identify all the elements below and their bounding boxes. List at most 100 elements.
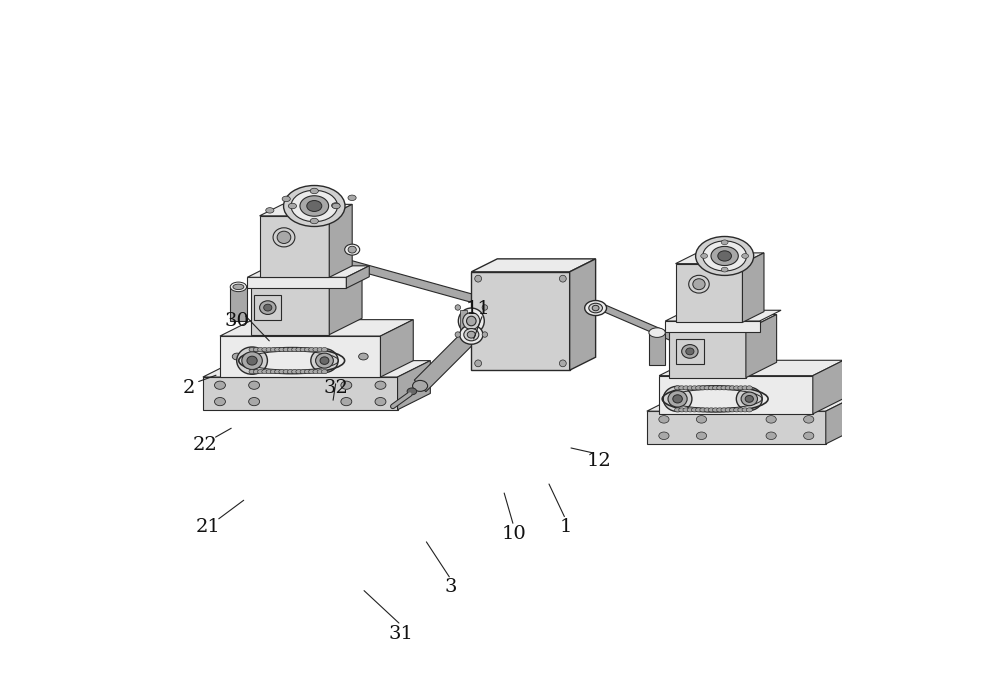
Ellipse shape <box>689 275 709 293</box>
Ellipse shape <box>300 370 306 374</box>
Ellipse shape <box>300 348 306 352</box>
Ellipse shape <box>282 196 290 201</box>
Polygon shape <box>203 377 398 410</box>
Ellipse shape <box>482 332 488 337</box>
Text: 1: 1 <box>559 518 572 536</box>
Ellipse shape <box>377 363 389 368</box>
Polygon shape <box>414 329 477 391</box>
Bar <box>230 287 247 321</box>
Polygon shape <box>220 320 413 336</box>
Ellipse shape <box>311 349 338 373</box>
Ellipse shape <box>703 241 746 271</box>
Ellipse shape <box>266 370 272 374</box>
Ellipse shape <box>262 348 268 352</box>
Ellipse shape <box>738 386 744 390</box>
Polygon shape <box>647 411 826 444</box>
Ellipse shape <box>321 348 328 352</box>
Ellipse shape <box>296 370 302 374</box>
Ellipse shape <box>467 316 476 326</box>
Ellipse shape <box>296 348 302 352</box>
Ellipse shape <box>304 348 311 352</box>
Ellipse shape <box>682 344 698 358</box>
Ellipse shape <box>458 308 484 334</box>
Ellipse shape <box>249 381 260 389</box>
Ellipse shape <box>288 204 297 209</box>
Ellipse shape <box>266 348 272 352</box>
Ellipse shape <box>687 386 693 390</box>
Polygon shape <box>647 395 857 411</box>
Ellipse shape <box>659 432 669 440</box>
Ellipse shape <box>464 329 479 341</box>
Ellipse shape <box>738 408 744 412</box>
Ellipse shape <box>721 408 727 412</box>
Ellipse shape <box>273 228 295 247</box>
Ellipse shape <box>332 203 340 208</box>
Ellipse shape <box>375 398 386 406</box>
Ellipse shape <box>359 353 368 360</box>
Ellipse shape <box>700 408 706 412</box>
Ellipse shape <box>663 387 692 411</box>
Ellipse shape <box>766 432 776 440</box>
Ellipse shape <box>766 415 776 423</box>
Ellipse shape <box>708 386 714 390</box>
Ellipse shape <box>279 348 285 352</box>
Ellipse shape <box>717 386 723 390</box>
Ellipse shape <box>215 381 225 389</box>
Polygon shape <box>247 266 369 277</box>
Bar <box>254 295 281 320</box>
Ellipse shape <box>316 353 333 368</box>
Ellipse shape <box>717 408 723 412</box>
Ellipse shape <box>700 386 706 390</box>
Ellipse shape <box>475 275 482 282</box>
Ellipse shape <box>345 245 360 255</box>
Ellipse shape <box>233 284 244 290</box>
Ellipse shape <box>679 386 685 390</box>
Ellipse shape <box>673 395 682 403</box>
Polygon shape <box>247 277 346 288</box>
Polygon shape <box>742 253 764 322</box>
Ellipse shape <box>304 370 311 374</box>
Polygon shape <box>220 336 380 377</box>
Ellipse shape <box>696 386 702 390</box>
Ellipse shape <box>742 253 749 258</box>
Polygon shape <box>570 259 596 370</box>
Ellipse shape <box>704 386 710 390</box>
Ellipse shape <box>275 370 281 374</box>
Ellipse shape <box>258 348 264 352</box>
Polygon shape <box>602 305 734 367</box>
Text: 11: 11 <box>466 300 491 318</box>
Ellipse shape <box>691 386 698 390</box>
Polygon shape <box>813 361 844 414</box>
Polygon shape <box>665 321 760 332</box>
Ellipse shape <box>734 408 740 412</box>
Ellipse shape <box>284 186 345 227</box>
Ellipse shape <box>230 282 247 292</box>
Ellipse shape <box>712 408 719 412</box>
Ellipse shape <box>232 353 242 360</box>
Ellipse shape <box>264 304 272 311</box>
Polygon shape <box>329 269 362 335</box>
Ellipse shape <box>279 370 285 374</box>
Ellipse shape <box>686 348 694 355</box>
Ellipse shape <box>320 357 329 365</box>
Ellipse shape <box>287 348 293 352</box>
Polygon shape <box>665 310 781 321</box>
Ellipse shape <box>300 196 329 217</box>
Ellipse shape <box>718 251 731 261</box>
Polygon shape <box>676 253 764 264</box>
Ellipse shape <box>463 312 480 330</box>
Ellipse shape <box>701 253 708 258</box>
Ellipse shape <box>310 189 318 194</box>
Text: 30: 30 <box>225 312 249 330</box>
Ellipse shape <box>262 370 268 374</box>
Ellipse shape <box>589 303 602 313</box>
Polygon shape <box>746 314 777 378</box>
Ellipse shape <box>696 432 707 440</box>
Ellipse shape <box>696 415 707 423</box>
Ellipse shape <box>683 408 689 412</box>
Ellipse shape <box>721 240 728 245</box>
Ellipse shape <box>253 348 259 352</box>
Ellipse shape <box>475 360 482 367</box>
Ellipse shape <box>287 370 293 374</box>
Ellipse shape <box>310 219 318 224</box>
